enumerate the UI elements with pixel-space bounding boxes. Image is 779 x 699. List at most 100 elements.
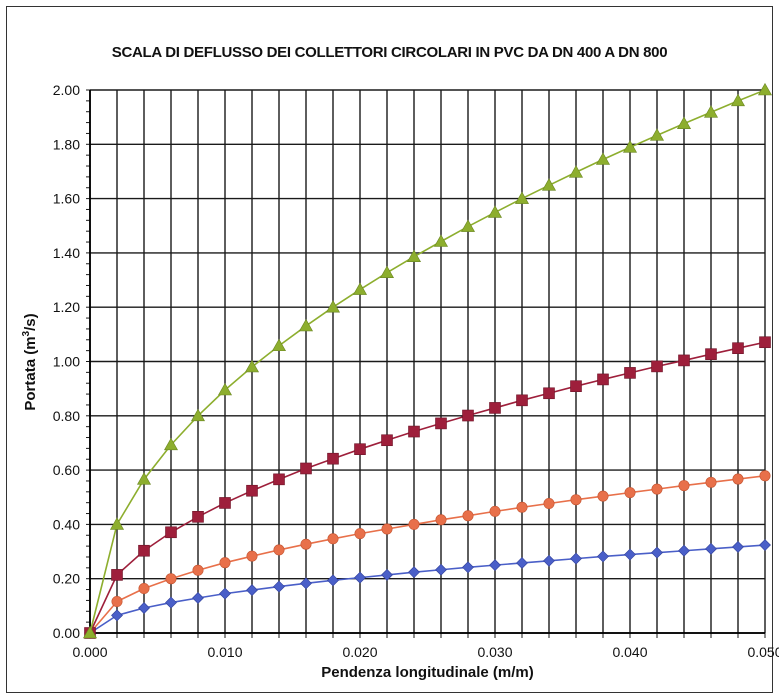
x-tick-label: 0.040 bbox=[612, 644, 647, 660]
data-point-diamond bbox=[111, 609, 123, 622]
data-point-triangle bbox=[379, 265, 395, 279]
data-point-square bbox=[624, 367, 636, 379]
data-point-circle bbox=[300, 538, 312, 550]
data-point-diamond bbox=[327, 574, 339, 587]
data-point-circle bbox=[165, 573, 177, 585]
data-point-square bbox=[570, 380, 582, 393]
data-point-triangle bbox=[541, 178, 557, 191]
data-point-diamond bbox=[705, 542, 717, 555]
data-point-diamond bbox=[489, 559, 501, 572]
x-tick-label: 0.020 bbox=[342, 644, 377, 660]
data-point-circle bbox=[246, 550, 258, 562]
y-axis-label-sup: 3 bbox=[21, 330, 32, 337]
y-tick-label: 0.00 bbox=[53, 625, 80, 641]
data-point-circle bbox=[435, 514, 447, 526]
data-point-square bbox=[381, 434, 393, 447]
data-point-diamond bbox=[246, 584, 258, 597]
data-point-square bbox=[408, 425, 420, 438]
data-point-triangle bbox=[352, 282, 368, 295]
y-tick-label: 1.40 bbox=[53, 245, 80, 261]
data-point-diamond bbox=[624, 548, 636, 561]
x-tick-label: 0.010 bbox=[207, 644, 242, 660]
y-tick-label: 0.40 bbox=[53, 516, 80, 532]
data-point-triangle bbox=[217, 382, 233, 396]
data-point-square bbox=[435, 417, 447, 430]
data-point-triangle bbox=[244, 359, 260, 373]
data-point-triangle bbox=[109, 517, 125, 530]
data-point-diamond bbox=[759, 539, 771, 551]
data-point-circle bbox=[381, 523, 393, 535]
data-point-triangle bbox=[433, 234, 449, 247]
data-point-triangle bbox=[487, 205, 503, 218]
data-point-triangle bbox=[325, 300, 341, 313]
y-tick-label: 1.60 bbox=[53, 191, 80, 207]
y-tick-label: 2.00 bbox=[53, 82, 80, 98]
data-point-circle bbox=[624, 487, 636, 499]
data-point-triangle bbox=[514, 191, 530, 204]
data-point-circle bbox=[327, 533, 339, 545]
data-point-triangle bbox=[163, 437, 179, 451]
data-point-square bbox=[354, 443, 366, 455]
data-point-circle bbox=[111, 596, 123, 608]
data-point-circle bbox=[138, 582, 150, 594]
data-point-square bbox=[651, 360, 663, 373]
data-point-triangle bbox=[406, 249, 422, 263]
data-point-diamond bbox=[435, 563, 447, 576]
data-point-square bbox=[705, 348, 717, 360]
data-point-triangle bbox=[703, 105, 719, 118]
data-point-circle bbox=[732, 473, 744, 485]
data-point-diamond bbox=[408, 566, 420, 579]
x-tick-label: 0.030 bbox=[477, 644, 512, 660]
data-point-square bbox=[462, 409, 474, 422]
data-point-triangle bbox=[136, 472, 152, 485]
data-point-diamond bbox=[543, 554, 555, 567]
data-point-diamond bbox=[678, 544, 690, 557]
data-point-circle bbox=[678, 480, 690, 492]
data-point-circle bbox=[597, 490, 609, 502]
data-point-square bbox=[273, 473, 285, 486]
data-point-circle bbox=[543, 497, 555, 509]
data-point-square bbox=[597, 373, 609, 386]
data-point-circle bbox=[219, 557, 231, 569]
data-point-square bbox=[327, 452, 339, 465]
data-point-circle bbox=[759, 470, 771, 482]
data-point-triangle bbox=[190, 408, 206, 422]
data-point-triangle bbox=[568, 165, 584, 178]
data-point-triangle bbox=[82, 625, 98, 639]
data-point-square bbox=[246, 484, 258, 497]
data-point-square bbox=[138, 544, 150, 557]
x-tick-label: 0.000 bbox=[72, 644, 107, 660]
data-point-triangle bbox=[649, 128, 665, 141]
data-point-diamond bbox=[462, 561, 474, 574]
data-point-square bbox=[489, 402, 501, 414]
data-point-triangle bbox=[595, 152, 611, 165]
data-point-triangle bbox=[622, 140, 638, 153]
data-point-circle bbox=[192, 564, 204, 576]
data-point-triangle bbox=[730, 93, 746, 107]
data-point-circle bbox=[570, 494, 582, 506]
data-point-square bbox=[300, 462, 312, 475]
y-tick-label: 0.60 bbox=[53, 462, 80, 478]
data-point-square bbox=[192, 510, 204, 523]
data-point-square bbox=[219, 497, 231, 509]
chart-title: SCALA DI DEFLUSSO DEI COLLETTORI CIRCOLA… bbox=[111, 44, 668, 61]
y-tick-label: 0.20 bbox=[53, 571, 80, 587]
data-point-diamond bbox=[651, 546, 663, 559]
y-axis-label-suffix: /s) bbox=[22, 313, 39, 331]
x-axis-label: Pendenza longitudinale (m/m) bbox=[321, 664, 534, 681]
y-axis-label-prefix: Portata (m bbox=[22, 336, 39, 411]
data-point-diamond bbox=[300, 577, 312, 590]
data-point-diamond bbox=[381, 568, 393, 581]
data-point-circle bbox=[273, 544, 285, 556]
data-point-diamond bbox=[273, 580, 285, 593]
data-point-square bbox=[516, 394, 528, 407]
data-point-triangle bbox=[271, 338, 287, 352]
data-point-diamond bbox=[354, 571, 366, 584]
data-point-diamond bbox=[192, 592, 204, 604]
data-point-circle bbox=[462, 510, 474, 522]
data-point-circle bbox=[408, 518, 420, 530]
data-point-circle bbox=[651, 483, 663, 495]
data-point-square bbox=[543, 387, 555, 400]
data-point-square bbox=[759, 336, 771, 349]
